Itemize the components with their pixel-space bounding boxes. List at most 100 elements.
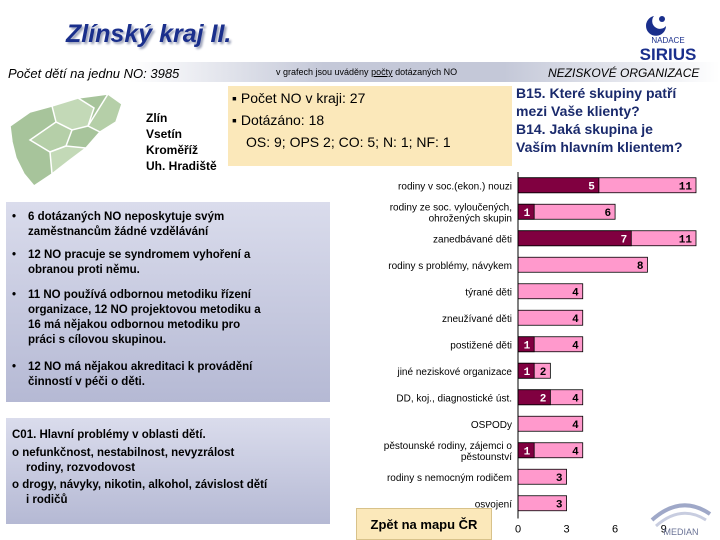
fact-item: • 6 dotázaných NO neposkytuje svým zaměstn… xyxy=(12,210,326,240)
category-label: DD, koj., diagnostické úst. xyxy=(396,393,512,404)
category-label: zanedbávané děti xyxy=(433,234,512,245)
client-value-label: 4 xyxy=(572,340,579,352)
org-type-label: NEZISKOVÉ ORGANIZACE xyxy=(548,66,700,80)
client-value-label: 4 xyxy=(572,420,579,432)
region-item: Zlín xyxy=(146,111,168,125)
category-label: OSPODy xyxy=(471,420,512,431)
main-value-label: 7 xyxy=(621,234,628,246)
x-tick-label: 9 xyxy=(661,524,667,536)
category-label: postižené děti xyxy=(450,340,512,351)
fact-line: práci s cílovou skupinou. xyxy=(28,334,167,346)
client-value-label: 3 xyxy=(556,473,563,485)
question-line: mezi Vaše klienty? xyxy=(516,103,640,119)
page-title: Zlínský kraj II. xyxy=(66,20,232,48)
summary-line-2: ▪ Dotázáno: 18 xyxy=(232,112,324,128)
category-label: rodiny s problémy, návykem xyxy=(388,261,512,272)
main-bar xyxy=(517,177,600,194)
facts-panel: • 6 dotázaných NO neposkytuje svým zaměstn… xyxy=(6,202,330,402)
category-label: pěstounství xyxy=(461,452,512,463)
category-label: zneužívané děti xyxy=(442,314,512,325)
category-label: rodiny ze soc. vyloučených, xyxy=(390,202,512,213)
fact-line: činností v péči o děti. xyxy=(28,376,145,388)
summary-text-2: Dotázáno: 18 xyxy=(240,112,325,128)
client-value-label: 2 xyxy=(540,367,547,379)
question-line: B15. Které skupiny patří xyxy=(516,85,677,101)
client-value-label: 11 xyxy=(679,181,693,193)
problem-line: nefunkčnost, nestabilnost, nevyzrálost xyxy=(22,447,235,459)
logo-top-small-text: NADACE xyxy=(651,36,684,45)
fact-line: organizace, 12 NO projektovou metodiku a xyxy=(28,304,261,316)
category-label: pěstounské rodiny, zájemci o xyxy=(384,441,513,452)
main-value-label: 1 xyxy=(524,208,531,220)
fact-line: 11 NO používá odbornou metodiku řízení xyxy=(28,289,251,301)
note-underlined: počty xyxy=(371,67,393,77)
problem-marker: o xyxy=(12,479,20,491)
client-value-label: 11 xyxy=(679,234,693,246)
region-map-shape xyxy=(9,92,123,187)
region-item: Uh. Hradiště xyxy=(146,159,217,173)
bullet-dot-icon: • xyxy=(12,289,17,301)
nadace-sirius-logo: NADACE SIRIUS xyxy=(640,16,697,64)
bullet-dot-icon: • xyxy=(12,361,17,373)
x-tick-label: 0 xyxy=(515,524,521,536)
children-per-org-label: Počet dětí na jednu NO: 3985 xyxy=(8,66,180,81)
region-item: Vsetín xyxy=(146,127,183,141)
main-value-label: 1 xyxy=(524,367,531,379)
problem-marker: o xyxy=(12,447,20,459)
question-line: Vaším hlavním klientem? xyxy=(516,139,683,155)
square-bullet-icon: ▪ xyxy=(232,112,237,128)
main-value-label: 5 xyxy=(588,181,595,193)
category-label: rodiny s nemocným rodičem xyxy=(387,473,512,484)
fact-line: zaměstnancům žádné vzdělávání xyxy=(28,226,209,238)
note-prefix: v grafech jsou uváděny xyxy=(276,67,369,77)
client-value-label: 4 xyxy=(572,393,579,405)
region-item: Kroměříž xyxy=(146,143,199,157)
client-bar xyxy=(517,256,648,273)
category-label: jiné neziskové organizace xyxy=(396,367,512,378)
x-tick-label: 6 xyxy=(612,524,618,536)
problem-line: drogy, návyky, nikotin, alkohol, závislo… xyxy=(22,479,268,491)
category-label: rodiny v soc.(ekon.) nouzi xyxy=(398,181,512,192)
client-value-label: 3 xyxy=(556,499,563,511)
fact-line: 16 má nějakou odbornou metodiku pro xyxy=(28,319,241,331)
client-value-label: 4 xyxy=(572,314,579,326)
main-value-label: 1 xyxy=(524,446,531,458)
bullet-dot-icon: • xyxy=(12,211,17,223)
fact-line: 6 dotázaných NO neposkytuje svým xyxy=(28,211,225,223)
client-value-label: 4 xyxy=(572,446,579,458)
client-value-label: 8 xyxy=(637,261,644,273)
fact-item: • 11 NO používá odbornou metodiku řízení o… xyxy=(12,288,326,348)
fact-item: • 12 NO má nějakou akreditaci k provádění… xyxy=(12,360,326,390)
header-band xyxy=(0,62,720,82)
problem-item: o nefunkčnost, nestabilnost, nevyzrálost xyxy=(12,446,234,461)
category-label: týrané děti xyxy=(465,287,512,298)
client-value-label: 4 xyxy=(572,287,579,299)
main-value-label: 1 xyxy=(524,340,531,352)
problem-line: i rodičů xyxy=(26,494,68,506)
category-label: ohrožených skupin xyxy=(429,213,512,224)
logo-top-big-text: SIRIUS xyxy=(640,45,697,64)
client-value-label: 6 xyxy=(604,208,611,220)
org-summary-box: ▪ Počet NO v kraji: 27 ▪ Dotázáno: 18 OS… xyxy=(228,86,512,166)
chart-note: v grafech jsou uváděny počty dotázaných … xyxy=(276,67,457,77)
summary-line-1: ▪ Počet NO v kraji: 27 xyxy=(232,90,365,106)
note-suffix: dotázaných NO xyxy=(395,67,458,77)
region-map xyxy=(9,92,123,187)
problem-line: rodiny, rozvodovost xyxy=(26,462,136,474)
fact-line: 12 NO pracuje se syndromem vyhoření a xyxy=(28,249,251,261)
question-heading: B15. Které skupiny patří mezi Vaše klien… xyxy=(516,84,720,156)
question-line: B14. Jaká skupina je xyxy=(516,121,653,137)
problems-heading: C01. Hlavní problémy v oblasti dětí. xyxy=(12,429,206,441)
median-logo-text: MEDIAN xyxy=(663,527,698,537)
fact-line: obranou proti němu. xyxy=(28,264,140,276)
sirius-star-icon xyxy=(646,16,666,36)
summary-text-1: Počet NO v kraji: 27 xyxy=(240,90,366,106)
square-bullet-icon: ▪ xyxy=(232,90,237,106)
x-tick-label: 3 xyxy=(563,524,569,536)
summary-line-3: OS: 9; OPS 2; CO: 5; N: 1; NF: 1 xyxy=(246,134,451,150)
problem-item: o drogy, návyky, nikotin, alkohol, závis… xyxy=(12,478,267,493)
fact-line: 12 NO má nějakou akreditaci k provádění xyxy=(28,361,253,373)
bullet-dot-icon: • xyxy=(12,249,17,261)
back-to-map-button[interactable]: Zpět na mapu ČR xyxy=(356,508,492,540)
